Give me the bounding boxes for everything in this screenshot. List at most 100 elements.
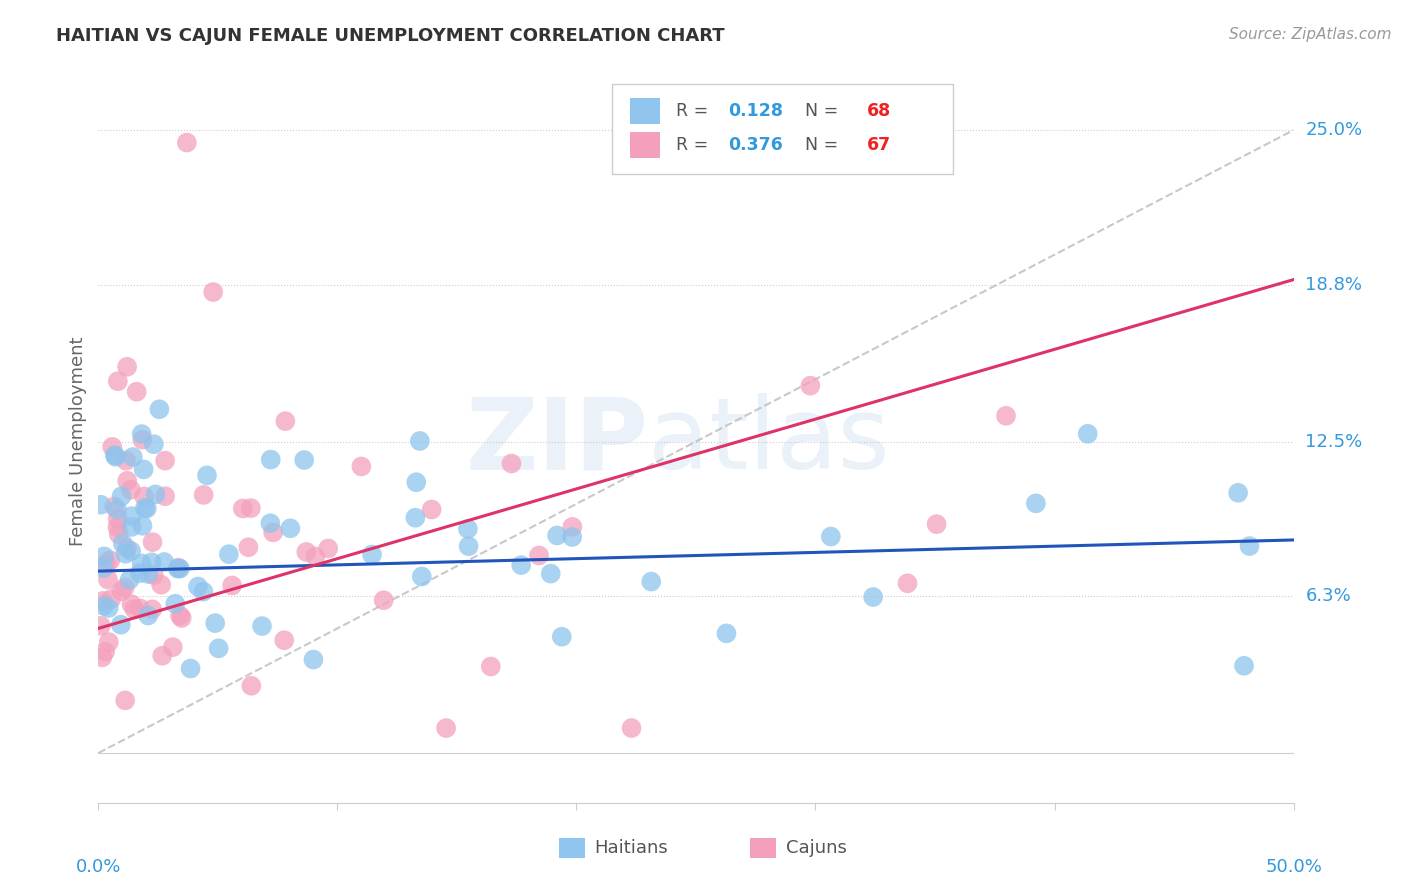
Point [134,490,156,504]
Point [510,558,533,573]
Point [295,545,318,559]
Point [221,578,243,592]
Point [1077,426,1099,441]
Text: R =: R = [676,102,713,120]
Text: 6.3%: 6.3% [1306,587,1351,605]
Point [250,619,273,633]
Text: 68: 68 [868,102,891,120]
Text: Haitians: Haitians [595,838,668,856]
Text: 18.8%: 18.8% [1306,276,1362,293]
Point [527,549,550,563]
Point [97,635,120,649]
Point [153,489,176,503]
Point [799,378,821,392]
Point [125,384,148,399]
Text: 0.376: 0.376 [728,136,783,154]
Point [274,414,297,428]
Text: N =: N = [794,136,844,154]
Point [218,547,240,561]
Point [120,544,142,558]
Point [404,510,426,524]
Point [111,536,134,550]
Point [350,459,373,474]
Point [995,409,1018,423]
Point [273,633,295,648]
Point [107,527,129,541]
Point [97,573,120,587]
Point [141,535,163,549]
Point [304,549,326,564]
Point [820,530,842,544]
Point [1025,496,1047,510]
Point [135,501,157,516]
Point [141,555,163,569]
Text: R =: R = [676,136,713,154]
Point [896,576,918,591]
Text: Source: ZipAtlas.com: Source: ZipAtlas.com [1229,27,1392,42]
Point [93,549,115,564]
Point [457,539,479,553]
Point [150,648,173,663]
Point [114,547,136,561]
Point [238,540,260,554]
Point [259,516,281,531]
Point [131,433,153,447]
Point [180,661,202,675]
Point [409,434,432,448]
Point [91,561,114,575]
Point [411,569,433,583]
Point [121,520,143,534]
Point [145,487,167,501]
Point [91,650,114,665]
Point [193,584,215,599]
Point [207,641,229,656]
Point [204,616,226,631]
Point [195,468,218,483]
Point [129,601,152,615]
Point [100,592,122,607]
Text: 50.0%: 50.0% [1265,857,1322,876]
Point [166,561,188,575]
Point [120,597,142,611]
Point [105,502,128,516]
Point [316,541,339,556]
Point [91,594,114,608]
Point [153,555,176,569]
Text: 25.0%: 25.0% [1306,121,1362,139]
Point [131,518,153,533]
Point [120,483,142,497]
Point [193,488,215,502]
Point [540,566,562,581]
Point [420,502,443,516]
Point [373,593,395,607]
Text: N =: N = [794,102,844,120]
Point [101,440,124,454]
FancyBboxPatch shape [749,838,776,858]
Point [97,601,120,615]
Point [167,560,190,574]
Text: atlas: atlas [648,393,890,490]
Point [122,602,145,616]
Point [361,548,384,562]
Point [104,448,127,462]
FancyBboxPatch shape [613,84,953,174]
Point [561,530,583,544]
FancyBboxPatch shape [630,98,661,124]
Point [103,500,125,514]
Point [90,498,112,512]
Text: 0.128: 0.128 [728,102,783,120]
Point [94,645,117,659]
Point [620,721,643,735]
Point [90,619,112,633]
Point [115,453,138,467]
Point [115,359,138,374]
Point [170,611,193,625]
Point [501,457,523,471]
Point [292,453,315,467]
Point [260,452,283,467]
Point [134,501,156,516]
Point [132,462,155,476]
Point [93,599,115,613]
Point [115,474,138,488]
Text: 12.5%: 12.5% [1306,433,1362,450]
